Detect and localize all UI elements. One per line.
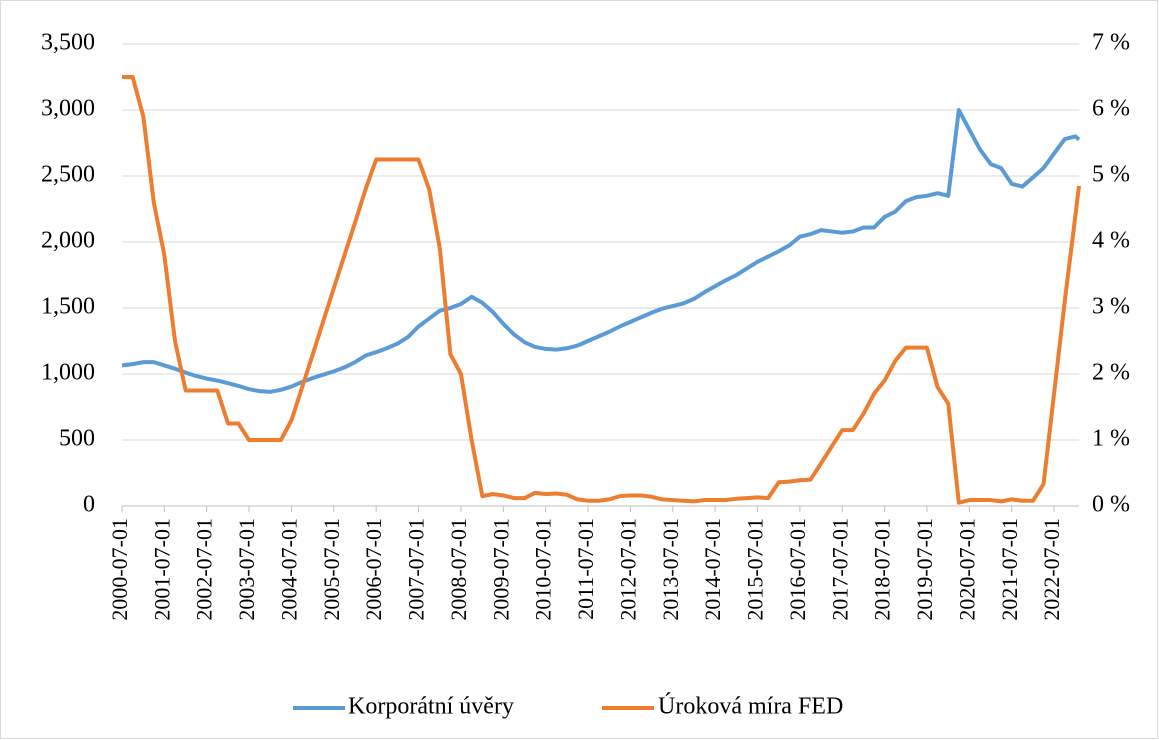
y2-tick-label: 3 % [1092, 294, 1130, 320]
x-tick-label: 2019-07-01 [912, 518, 937, 621]
y-tick-label: 0 [83, 492, 95, 518]
y-tick-label: 2,000 [41, 228, 95, 254]
y-tick-label: 500 [59, 426, 95, 452]
y2-tick-label: 7 % [1092, 30, 1130, 56]
x-tick-label: 2020-07-01 [954, 518, 979, 621]
y-tick-label: 3,500 [41, 30, 95, 56]
x-tick-label: 2004-07-01 [277, 518, 302, 621]
y2-tick-label: 4 % [1092, 228, 1130, 254]
x-tick-label: 2002-07-01 [192, 518, 217, 621]
y-tick-label: 1,000 [41, 360, 95, 386]
x-tick-label: 2015-07-01 [742, 518, 767, 621]
x-tick-label: 2003-07-01 [234, 518, 259, 621]
series-line [122, 75, 1081, 505]
y2-tick-label: 2 % [1092, 360, 1130, 386]
x-tick-label: 2017-07-01 [827, 518, 852, 621]
x-tick-label: 2000-07-01 [107, 518, 132, 621]
x-tick-label: 2016-07-01 [785, 518, 810, 621]
x-tick-label: 2013-07-01 [658, 518, 683, 621]
y2-tick-label: 5 % [1092, 162, 1130, 188]
legend-label: Úroková míra FED [658, 693, 843, 720]
x-tick-label: 2006-07-01 [361, 518, 386, 621]
y-tick-label: 3,000 [41, 96, 95, 122]
y2-tick-label: 6 % [1092, 96, 1130, 122]
x-tick-label: 2011-07-01 [573, 518, 598, 620]
x-tick-label: 2021-07-01 [997, 518, 1022, 621]
y-tick-label: 2,500 [41, 162, 95, 188]
x-tick-label: 2009-07-01 [488, 518, 513, 621]
x-tick-label: 2005-07-01 [319, 518, 344, 621]
x-tick-label: 2022-07-01 [1039, 518, 1064, 621]
y2-tick-label: 0 % [1092, 492, 1130, 518]
legend-label: Korporátní úvěry [348, 694, 514, 720]
x-tick-label: 2008-07-01 [446, 518, 471, 621]
x-tick-label: 2007-07-01 [404, 518, 429, 621]
x-tick-label: 2012-07-01 [615, 518, 640, 621]
series-line [121, 108, 1081, 394]
y2-tick-label: 1 % [1092, 426, 1130, 452]
y-tick-label: 1,500 [41, 294, 95, 320]
x-tick-label: 2010-07-01 [531, 518, 556, 621]
x-tick-label: 2001-07-01 [149, 518, 174, 621]
x-tick-label: 2018-07-01 [870, 518, 895, 621]
x-tick-label: 2014-07-01 [700, 518, 725, 621]
